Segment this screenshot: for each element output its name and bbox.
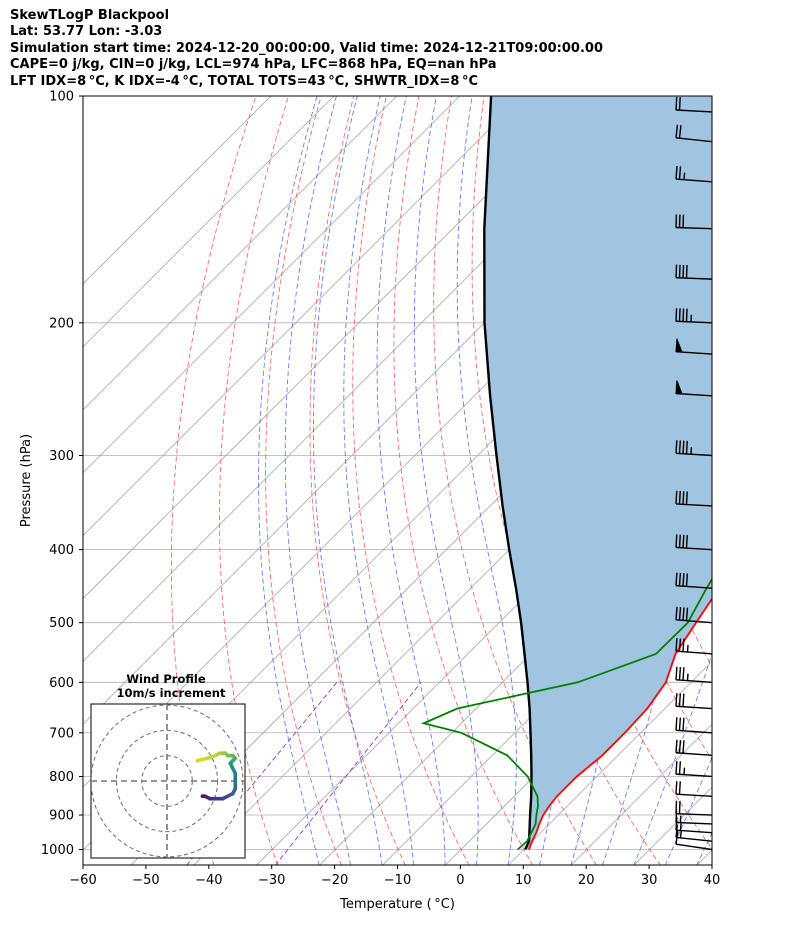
hodograph-subtitle: 10m/s increment <box>117 686 226 700</box>
chart-title: SkewTLogP Blackpool <box>10 8 170 23</box>
dry-adiabat <box>219 96 290 865</box>
wind-barb <box>675 490 713 507</box>
y-tick-label: 500 <box>49 616 74 631</box>
wind-barb <box>675 124 713 143</box>
x-tick-label: −40 <box>195 873 222 888</box>
moist-adiabat <box>413 96 479 865</box>
wind-barb <box>675 809 713 825</box>
y-tick-label: 400 <box>49 543 74 558</box>
wind-barbs <box>675 96 713 851</box>
isotherm-line <box>83 96 272 285</box>
moist-adiabat <box>456 96 517 865</box>
dry-adiabat <box>777 96 794 866</box>
dry-adiabat <box>745 96 794 866</box>
y-tick-label: 1000 <box>41 843 74 858</box>
wind-barb <box>675 380 713 397</box>
x-tick-label: −10 <box>384 873 411 888</box>
isotherm-line <box>570 723 712 865</box>
dry-adiabat <box>170 96 257 865</box>
isotherm-line <box>83 96 523 537</box>
moist-adiabat <box>376 96 446 865</box>
x-tick-label: −60 <box>69 873 96 888</box>
isotherm-line <box>83 96 460 474</box>
wind-barb <box>675 800 713 816</box>
moist-adiabat <box>633 652 712 865</box>
moist-adiabat <box>313 96 383 865</box>
isotherm-line <box>382 535 712 865</box>
parcel-profile-line <box>483 96 533 850</box>
isotherm-line <box>83 96 335 348</box>
y-tick-label: 300 <box>49 449 74 464</box>
isotherm-line <box>83 96 586 600</box>
wind-barb <box>675 781 713 798</box>
y-tick-label: 600 <box>49 676 74 691</box>
wind-barb <box>675 693 713 710</box>
temperature-line <box>528 597 712 850</box>
dry-adiabat <box>711 96 712 101</box>
wind-barb <box>675 96 713 113</box>
isotherm-line <box>507 660 712 865</box>
wind-barb <box>675 666 713 684</box>
isotherm-line <box>83 96 398 411</box>
dry-adiabat <box>265 96 342 865</box>
mixing-ratio-line <box>275 682 422 865</box>
hodograph-ring <box>115 729 219 833</box>
axes: −60 −50 −40 −30 −20 −10 0 10 20 30 40 1000 900 800 700… <box>19 90 720 913</box>
wind-barb <box>675 717 713 734</box>
moist-adiabat <box>601 96 682 865</box>
time-line: Simulation start time: 2024-12-20_00:00:… <box>10 40 603 56</box>
x-tick-label: 40 <box>704 873 721 888</box>
wind-barb <box>675 338 713 355</box>
x-tick-label: 10 <box>515 873 532 888</box>
dry-adiabat <box>309 96 406 865</box>
wind-barb <box>675 308 713 324</box>
moist-adiabat <box>258 96 320 865</box>
mixing-ratio-line <box>186 682 338 865</box>
chart-header: SkewTLogP Blackpool Lat: 53.77 Lon: -3.0… <box>10 8 603 90</box>
sounding-profiles <box>420 96 712 851</box>
y-tick-label: 200 <box>49 316 74 331</box>
wind-barb <box>675 761 713 778</box>
y-tick-label: 100 <box>49 90 74 105</box>
wind-barb <box>675 534 713 551</box>
wind-barb <box>675 606 713 624</box>
index-line: LFT IDX=8 °C, K IDX=-4 °C, TOTAL TOTS=43… <box>10 73 478 89</box>
hodograph-segment <box>195 756 210 763</box>
wind-barb <box>675 638 713 655</box>
wind-barb <box>675 440 713 457</box>
moist-adiabat <box>343 96 414 865</box>
wind-barb <box>675 214 713 230</box>
cape-line: CAPE=0 j/kg, CIN=0 j/kg, LCL=974 hPa, LF… <box>10 57 497 73</box>
wind-barb <box>675 739 713 757</box>
dry-adiabat <box>393 96 534 865</box>
y-axis-label: Pressure (hPa) <box>19 434 34 527</box>
cape-shading <box>484 96 712 850</box>
dewpoint-line <box>420 577 712 851</box>
location-line: Lat: 53.77 Lon: -3.03 <box>10 24 163 40</box>
x-tick-label: −50 <box>132 873 159 888</box>
wind-barb <box>675 572 713 589</box>
x-axis-label: Temperature ( °C) <box>339 897 455 912</box>
y-tick-label: 800 <box>49 770 74 785</box>
wind-barb <box>675 166 713 183</box>
x-tick-label: 30 <box>641 873 658 888</box>
dry-adiabat <box>352 96 470 865</box>
dry-adiabat <box>433 96 597 865</box>
hodograph-title: Wind Profile <box>126 672 206 686</box>
y-tick-label: 700 <box>49 726 74 741</box>
moist-adiabat <box>664 756 712 865</box>
x-tick-label: −30 <box>258 873 285 888</box>
wind-barb <box>675 264 713 280</box>
moist-adiabat <box>284 96 352 865</box>
x-tick-label: 20 <box>578 873 595 888</box>
x-tick-label: 0 <box>456 873 464 888</box>
wind-barb <box>675 817 713 834</box>
x-tick-label: −20 <box>321 873 348 888</box>
y-tick-label: 900 <box>49 809 74 824</box>
